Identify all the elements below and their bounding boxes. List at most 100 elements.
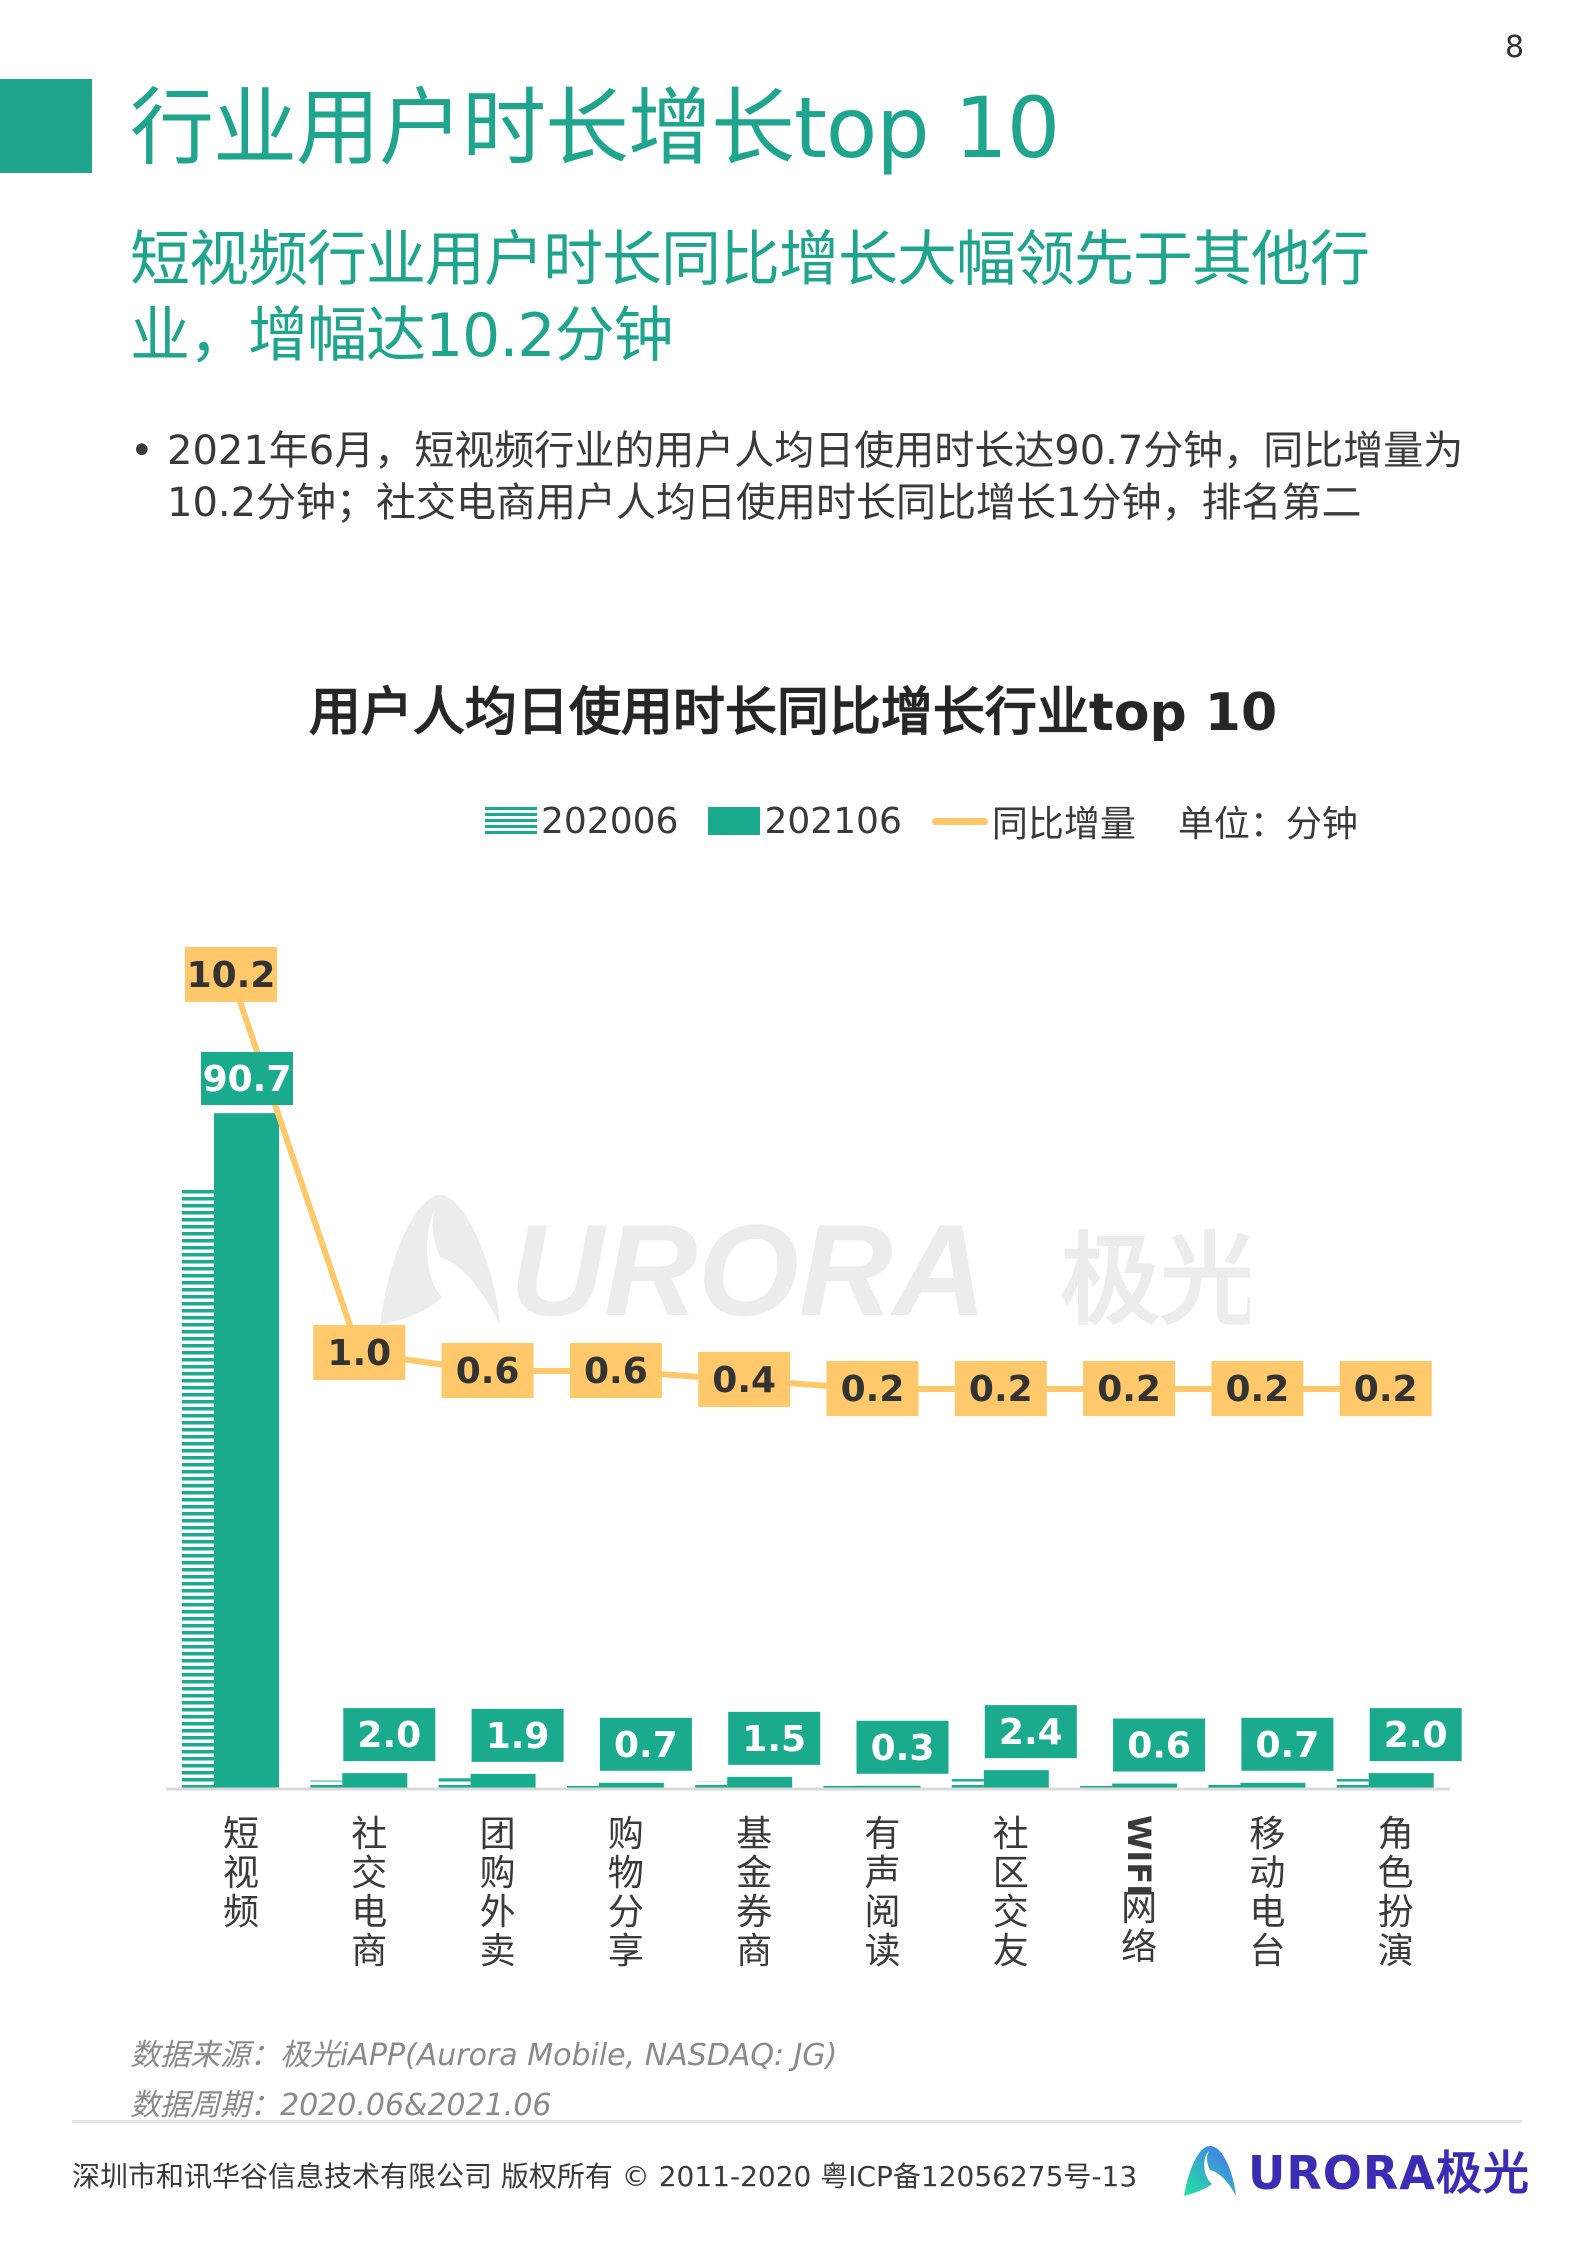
bar-202106 [342,1773,408,1788]
bullet-text: 2021年6月，短视频行业的用户人均日使用时长达90.7分钟，同比增量为10.2… [167,428,1464,526]
bar-202106 [470,1773,536,1788]
x-axis-label-char: 电 [351,1892,388,1933]
delta-line-series [228,974,1386,1392]
x-axis-label-char: 外 [479,1892,516,1933]
bar-value-box [984,1705,1077,1759]
logo-text: URORA极光 [1248,2146,1530,2200]
x-axis-label: 短视频 [221,1815,261,1932]
x-axis-label-char: 金 [736,1853,773,1894]
legend-label: 202006 [541,800,679,842]
bar-value-label: 2.0 [357,1715,421,1756]
chart-legend: 202006 202106 同比增量 单位：分钟 [485,796,1358,846]
delta-value-box [826,1361,919,1416]
bar-value-label: 0.7 [1256,1725,1320,1766]
chart-title: 用户人均日使用时长同比增长行业top 10 [308,683,1278,743]
x-axis-label-char: 交 [992,1892,1029,1933]
x-axis-label-char: 网 [1121,1888,1158,1929]
bar-202006 [951,1779,984,1788]
x-axis-label-char: 分 [607,1892,644,1933]
bar-value-box [471,1708,564,1762]
bar-value-label: 0.6 [1127,1726,1191,1767]
bar-202006 [438,1778,471,1788]
bar-value-box [343,1708,436,1762]
x-axis-label-char: 台 [1249,1931,1286,1972]
bar-value-box [1241,1717,1334,1771]
bar-value-label: 2.4 [999,1712,1063,1753]
bar-202106 [983,1770,1049,1788]
x-axis-label-char: 频 [222,1892,259,1933]
x-axis-label-char: 基 [736,1814,773,1855]
x-axis-label-char: 券 [736,1892,773,1933]
bar-202006 [1208,1784,1241,1788]
bar-value-label: 90.7 [203,1059,292,1100]
delta-value-label: 0.2 [841,1369,905,1410]
bar-202106 [1240,1782,1306,1788]
x-axis-label-char: 商 [351,1931,388,1972]
legend-item-202006: 202006 [485,801,678,842]
x-axis-label-char: 读 [864,1931,901,1972]
bar-202106 [214,1113,279,1788]
page-subtitle: 短视频行业用户时长同比增长大幅领先于其他行业，增幅达10.2分钟 [130,225,1370,371]
x-axis-label-char: 短 [222,1814,259,1855]
delta-value-box [441,1343,534,1398]
delta-value-box [1083,1361,1176,1416]
bar-value-label: 0.7 [614,1725,678,1766]
legend-label: 同比增量 [991,804,1136,845]
title-accent-block [0,79,92,173]
x-axis-label-char: 色 [1377,1853,1414,1894]
footer-copyright: 深圳市和讯华谷信息技术有限公司 版权所有 © 2011-2020 粤ICP备12… [72,2160,1138,2193]
line-swatch-icon [931,817,988,825]
hatched-swatch-icon [485,807,537,835]
bar-202006 [310,1780,343,1788]
x-axis-label: 团购外卖 [478,1815,518,1971]
aurora-logo: URORA极光 [1180,2137,1530,2203]
bar-value-box [728,1711,821,1765]
bar-value-label: 1.5 [742,1719,806,1760]
data-labels: 90.7 2.0 1.9 0.7 1.5 0.3 2.4 0.6 0.7 2.0 10.2 1.0 0.… [185,947,1462,1774]
svg-text:URORA: URORA [510,1197,987,1335]
bullet-dot-icon: • [130,428,154,474]
bar-202106 [727,1776,793,1788]
delta-value-label: 10.2 [187,955,276,996]
x-axis-label-char: 社 [992,1814,1029,1855]
delta-value-label: 0.2 [1226,1369,1290,1410]
bar-value-label: 1.9 [486,1716,550,1757]
delta-value-label: 0.2 [1354,1369,1418,1410]
delta-line [228,974,1386,1392]
x-axis-label-char: 友 [992,1931,1029,1972]
x-axis-label-char: 角 [1377,1814,1414,1855]
bar-202006 [695,1781,728,1788]
bar-series [182,1113,1434,1788]
aurora-logo-icon [1184,2146,1236,2196]
delta-value-box [698,1352,791,1407]
x-axis-label-char: 交 [351,1853,388,1894]
delta-value-box [954,1361,1047,1416]
delta-value-box [313,1325,406,1380]
x-axis-label: 社区交友 [991,1815,1031,1971]
bar-value-box [599,1717,692,1771]
bar-202106 [598,1782,664,1788]
x-axis-label-char: 视 [222,1853,259,1894]
x-axis-label-char: 商 [736,1931,773,1972]
bar-202106 [855,1785,921,1788]
delta-value-box [1339,1361,1432,1416]
x-axis-label-char: 区 [992,1853,1029,1894]
x-axis-label-char: 动 [1249,1853,1286,1894]
x-axis-label: 基金券商 [734,1815,774,1971]
svg-text:极光: 极光 [1060,1222,1250,1335]
x-axis-label: 移动电台 [1247,1815,1287,1971]
x-axis-label-rotated: WIFI [1120,1815,1159,1896]
x-axis-label-char: 扮 [1377,1892,1414,1933]
delta-value-label: 0.2 [969,1369,1033,1410]
bar-202006 [1080,1786,1113,1788]
delta-value-label: 1.0 [327,1333,391,1374]
x-axis-label-char: 演 [1377,1931,1414,1972]
bar-value-box [201,1052,293,1105]
x-axis-label: WIFI 网络 [1119,1815,1159,1967]
delta-value-label: 0.6 [584,1351,648,1392]
x-axis-label-char: 购 [607,1814,644,1855]
x-axis-label: 角色扮演 [1376,1815,1416,1971]
x-axis-label-char: 团 [479,1814,516,1855]
data-period: 数据周期：2020.06&2021.06 [130,2088,552,2123]
